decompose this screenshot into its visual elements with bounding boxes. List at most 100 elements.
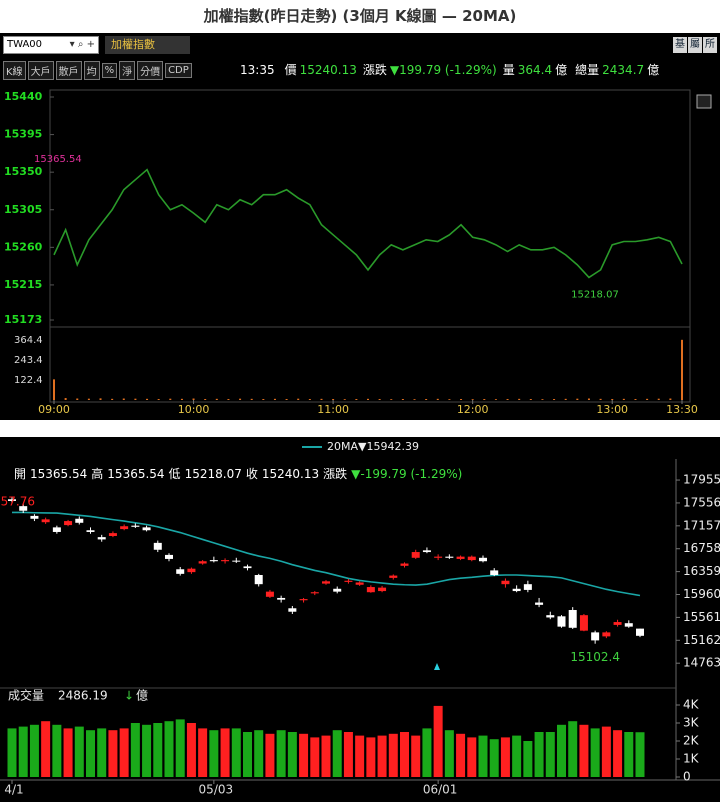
candle-body xyxy=(131,525,140,527)
volume-bar xyxy=(111,398,114,400)
candlestick-chart: 14763 15162 15561 15960 16359 16758 17157 17556… xyxy=(0,440,720,797)
x-tick-label: 13:00 xyxy=(596,403,628,416)
x-tick-label: 12:00 xyxy=(457,403,489,416)
candle-body xyxy=(75,518,84,523)
y-tick-label: 15260 xyxy=(4,240,43,253)
volume-bar xyxy=(635,732,645,777)
volume-bar xyxy=(343,732,353,777)
volume-bar xyxy=(220,728,230,777)
candle-body xyxy=(467,556,476,561)
toolbar-button[interactable]: 基 xyxy=(673,37,687,53)
volume-bar xyxy=(146,398,149,400)
volume-tick-label: 2K xyxy=(683,734,700,748)
candle-body xyxy=(232,560,241,562)
x-tick-label: 11:00 xyxy=(317,403,349,416)
candle-body xyxy=(176,569,185,574)
volume-bar xyxy=(601,726,611,777)
volume-bar xyxy=(624,732,634,777)
y-tick-label: 15215 xyxy=(4,278,42,291)
volume-bar xyxy=(186,723,196,777)
info-value: ▼-199.79 (-1.29%) xyxy=(351,467,463,481)
candle-body xyxy=(310,592,319,594)
tool-button[interactable]: 大戶 xyxy=(27,61,54,80)
volume-bar xyxy=(529,399,532,400)
tool-button[interactable]: 淨 xyxy=(119,61,136,80)
volume-bar xyxy=(367,398,369,400)
volume-bar xyxy=(343,399,346,400)
candle-body xyxy=(378,587,387,592)
candle-body xyxy=(579,615,588,631)
volume-bar xyxy=(320,398,323,400)
tool-buttons: K線 大戶 散戶均% 淨分價 CDP xyxy=(3,61,194,80)
index-name: 加權指數 xyxy=(105,36,190,54)
search-icon[interactable]: ▾ ⌕ + xyxy=(69,39,95,50)
volume-bar xyxy=(122,398,125,400)
y-tick-label: 15162 xyxy=(683,633,720,647)
volume-bar xyxy=(622,398,625,400)
volume-bar xyxy=(460,399,463,400)
tool-button[interactable]: 分價 xyxy=(137,61,164,80)
candle-body xyxy=(165,554,173,559)
info-label: 收 xyxy=(245,467,258,481)
plot-frame xyxy=(49,89,691,403)
candle-body xyxy=(30,515,39,519)
volume-bar xyxy=(422,728,432,777)
volume-bar xyxy=(494,399,497,400)
volume-bar xyxy=(576,398,579,400)
volume-bar xyxy=(180,398,183,400)
volume-bar xyxy=(366,737,376,777)
candle-body xyxy=(568,610,577,628)
volume-bar xyxy=(41,721,51,777)
candle-body xyxy=(624,623,633,627)
candle-body xyxy=(8,499,16,501)
tool-button[interactable]: % xyxy=(101,63,118,78)
volume-bar xyxy=(590,728,600,777)
candle-body xyxy=(355,582,364,585)
quote-line: 13:35 價 15240.13 漲跌 ▼199.79 (-1.29%) 量 3… xyxy=(240,61,662,78)
volume-bar xyxy=(541,399,544,400)
candle-body xyxy=(422,550,431,553)
candle-body xyxy=(411,552,420,558)
volume-bar xyxy=(239,398,242,400)
candle-body xyxy=(277,597,286,600)
total-unit: 億 xyxy=(647,63,660,77)
candle-body xyxy=(535,602,544,605)
volume-bar xyxy=(425,399,428,400)
volume-tick-label: 1K xyxy=(683,752,700,766)
info-value: 15240.13 xyxy=(261,467,320,481)
candle-body xyxy=(602,632,611,637)
volume-tick-label: 0 xyxy=(683,770,691,784)
toolbar-button[interactable]: 所 xyxy=(703,37,717,53)
tool-button[interactable]: 均 xyxy=(83,61,100,80)
tool-button[interactable]: CDP xyxy=(165,63,192,78)
candle-body xyxy=(501,580,510,585)
tool-button[interactable]: K線 xyxy=(3,61,26,80)
marker xyxy=(434,663,440,670)
volume-bar xyxy=(7,728,17,777)
candle-body xyxy=(52,527,61,532)
symbol-input[interactable]: TWA00 ▾ ⌕ + xyxy=(3,36,99,54)
candle-body xyxy=(153,542,162,550)
volume-bar xyxy=(553,399,556,400)
volume-bar xyxy=(134,398,137,400)
candle-body xyxy=(366,587,375,593)
candle-body xyxy=(221,560,230,562)
volume-bar xyxy=(657,398,660,400)
volume-bar xyxy=(87,398,90,400)
volume-bar xyxy=(276,730,286,777)
toolbar-button[interactable]: 屬 xyxy=(688,37,702,53)
page-title: 加權指數(昨日走勢) (3個月 K線圖 — 20MA) xyxy=(203,7,517,25)
volume-bar xyxy=(262,399,265,400)
volume-bar xyxy=(587,398,590,400)
volume-bar xyxy=(500,737,510,777)
tool-button[interactable]: 散戶 xyxy=(55,61,82,80)
volume-bar xyxy=(512,735,522,777)
link-icon[interactable] xyxy=(696,94,712,109)
info-value: 15365.54 xyxy=(30,467,88,481)
volume-bar xyxy=(388,733,398,777)
candle-body xyxy=(389,575,398,578)
volume-bar xyxy=(231,728,241,777)
volume-bar xyxy=(204,399,207,400)
total: 2434.7 xyxy=(602,62,645,77)
